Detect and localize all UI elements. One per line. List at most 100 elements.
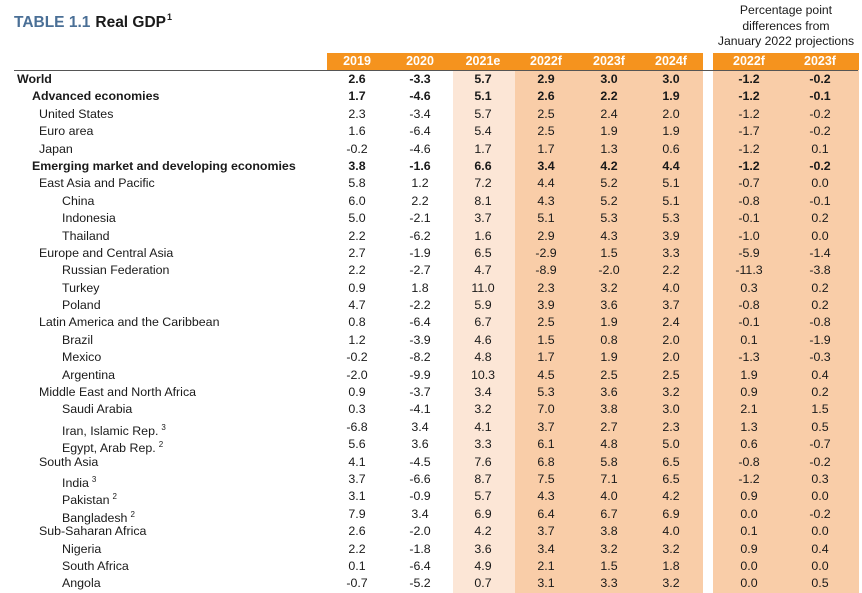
value-cell: -1.8 — [409, 541, 431, 556]
value-cell: 5.8 — [348, 176, 366, 191]
value-cell: 5.1 — [537, 211, 555, 226]
difference-cell: -1.7 — [738, 124, 760, 139]
value-cell: 6.5 — [662, 454, 680, 469]
value-cell: 2.0 — [662, 350, 680, 365]
table-row: Pakistan 2 3.1 -0.9 5.7 4.3 4.0 4.2 0.9 0.0 — [0, 488, 862, 507]
difference-cell: -0.2 — [809, 106, 831, 121]
value-cell: 6.6 — [474, 158, 492, 173]
year-header-row: 2019 2020 2021e 2022f 2023f 2024f — [327, 53, 703, 70]
table-row: Brazil 1.2 -3.9 4.6 1.5 0.8 2.0 0.1 -1.9 — [0, 332, 862, 349]
difference-cell: 0.0 — [811, 228, 829, 243]
row-label-text: Latin America and the Caribbean — [39, 315, 220, 330]
title-footnote: 1 — [167, 12, 173, 22]
value-cell: -2.2 — [409, 298, 431, 313]
value-cell: 0.8 — [348, 315, 366, 330]
row-label: Thailand — [62, 228, 110, 245]
table-row: Poland 4.7 -2.2 5.9 3.9 3.6 3.7 -0.8 0.2 — [0, 297, 862, 314]
difference-cell: -0.2 — [809, 158, 831, 173]
difference-cell: -0.2 — [809, 454, 831, 469]
value-cell: 5.8 — [600, 454, 618, 469]
table-row: South Africa 0.1 -6.4 4.9 2.1 1.5 1.8 0.0 0.0 — [0, 558, 862, 575]
estimate-column-band — [453, 53, 515, 593]
row-label: Iran, Islamic Rep. 3 — [62, 419, 166, 440]
value-cell: 4.2 — [474, 524, 492, 539]
value-cell: 3.7 — [474, 211, 492, 226]
difference-cell: 0.9 — [740, 385, 758, 400]
difference-cell: -0.2 — [809, 506, 831, 521]
row-label-text: Bangladesh — [62, 510, 128, 525]
difference-cell: -0.8 — [809, 315, 831, 330]
value-cell: 5.2 — [600, 193, 618, 208]
value-cell: -2.0 — [598, 263, 620, 278]
row-label-text: Angola — [62, 576, 101, 591]
value-cell: 4.1 — [348, 454, 366, 469]
row-label: United States — [39, 106, 113, 123]
value-cell: 1.9 — [662, 89, 680, 104]
value-cell: 2.1 — [537, 558, 555, 573]
value-cell: 2.0 — [662, 332, 680, 347]
value-cell: 2.4 — [662, 315, 680, 330]
difference-cell: 0.4 — [811, 367, 829, 382]
table-row: South Asia 4.1 -4.5 7.6 6.8 5.8 6.5 -0.8 -0.2 — [0, 454, 862, 471]
value-cell: 1.2 — [411, 176, 429, 191]
value-cell: 3.6 — [600, 385, 618, 400]
value-cell: 5.7 — [474, 106, 492, 121]
table-row: Euro area 1.6 -6.4 5.4 2.5 1.9 1.9 -1.7 -0.2 — [0, 123, 862, 140]
value-cell: -9.9 — [409, 367, 431, 382]
value-cell: -3.7 — [409, 385, 431, 400]
row-footnote: 2 — [130, 509, 135, 519]
value-cell: 4.3 — [537, 489, 555, 504]
value-cell: 3.4 — [537, 541, 555, 556]
difference-cell: -0.2 — [809, 72, 831, 86]
value-cell: 2.2 — [662, 263, 680, 278]
table-row: Sub-Saharan Africa 2.6 -2.0 4.2 3.7 3.8 4.0 0.1… — [0, 523, 862, 540]
value-cell: 0.7 — [474, 576, 492, 591]
value-cell: 5.7 — [474, 72, 492, 86]
value-cell: 1.7 — [537, 350, 555, 365]
difference-cell: -0.2 — [809, 124, 831, 139]
row-label: Angola — [62, 575, 101, 592]
value-cell: 4.5 — [537, 367, 555, 382]
row-label: Sub-Saharan Africa — [39, 523, 146, 540]
difference-cell: -0.1 — [738, 315, 760, 330]
diff-column-header: 2023f — [804, 54, 836, 68]
value-cell: 2.5 — [662, 367, 680, 382]
differences-header-line: January 2022 projections — [717, 34, 855, 48]
value-cell: 1.7 — [474, 141, 492, 156]
row-label: Japan — [39, 141, 73, 158]
difference-cell: -1.9 — [809, 332, 831, 347]
difference-cell: 0.6 — [740, 437, 758, 452]
table-name: Real GDP — [95, 14, 167, 31]
row-label-text: Advanced economies — [32, 89, 160, 104]
value-cell: 3.7 — [662, 298, 680, 313]
difference-cell: 1.9 — [740, 367, 758, 382]
value-cell: 6.7 — [474, 315, 492, 330]
row-label-text: Turkey — [62, 280, 100, 295]
value-cell: 7.1 — [600, 471, 618, 486]
value-cell: 3.2 — [474, 402, 492, 417]
value-cell: 6.4 — [537, 506, 555, 521]
value-cell: 3.3 — [600, 576, 618, 591]
value-cell: 2.3 — [348, 106, 366, 121]
value-cell: 2.0 — [662, 106, 680, 121]
table-row: Mexico -0.2 -8.2 4.8 1.7 1.9 2.0 -1.3 -0.3 — [0, 349, 862, 366]
value-cell: 1.6 — [474, 228, 492, 243]
difference-cell: -0.1 — [809, 89, 831, 104]
value-cell: 0.6 — [662, 141, 680, 156]
value-cell: 8.1 — [474, 193, 492, 208]
value-cell: 4.0 — [600, 489, 618, 504]
value-cell: 4.3 — [537, 193, 555, 208]
value-cell: -2.0 — [346, 367, 368, 382]
value-cell: 3.4 — [537, 158, 555, 173]
value-cell: 2.6 — [537, 89, 555, 104]
value-cell: 3.7 — [537, 524, 555, 539]
row-label-text: Argentina — [62, 367, 116, 382]
difference-cell: 0.2 — [811, 298, 829, 313]
difference-cell: 0.0 — [740, 506, 758, 521]
value-cell: 4.0 — [662, 280, 680, 295]
difference-cell: 0.0 — [740, 558, 758, 573]
row-label: Mexico — [62, 349, 101, 366]
row-footnote: 3 — [91, 474, 97, 484]
difference-cell: 0.0 — [811, 558, 829, 573]
difference-cell: 1.3 — [740, 419, 758, 434]
